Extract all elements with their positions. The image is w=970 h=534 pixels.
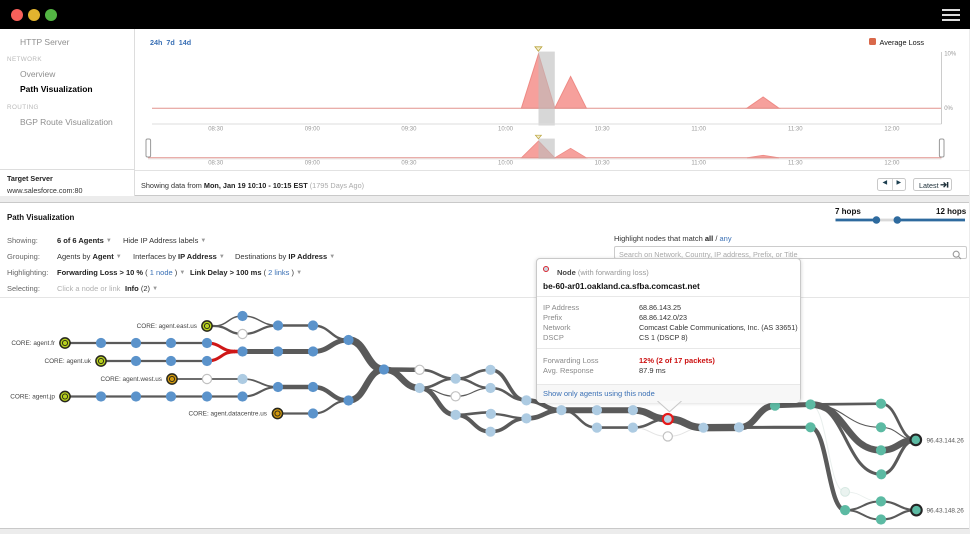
svg-text:11:00: 11:00 <box>691 161 706 167</box>
svg-text:10:30: 10:30 <box>595 127 611 133</box>
svg-text:08:30: 08:30 <box>208 161 224 167</box>
svg-text:0%: 0% <box>944 106 953 112</box>
svg-text:CORE: agent.jp: CORE: agent.jp <box>10 394 55 401</box>
svg-text:CORE: agent.fr: CORE: agent.fr <box>11 340 56 347</box>
svg-text:12:00: 12:00 <box>884 127 900 133</box>
svg-text:10%: 10% <box>944 51 957 57</box>
svg-text:09:30: 09:30 <box>401 161 417 167</box>
svg-text:10:30: 10:30 <box>595 161 611 167</box>
svg-text:10:00: 10:00 <box>498 161 514 167</box>
svg-text:CORE: agent.datacentre.us: CORE: agent.datacentre.us <box>188 411 267 418</box>
svg-text:09:00: 09:00 <box>305 161 321 167</box>
svg-text:09:00: 09:00 <box>305 127 321 133</box>
svg-text:11:00: 11:00 <box>691 127 706 133</box>
svg-text:CORE: agent.uk: CORE: agent.uk <box>44 358 91 365</box>
svg-text:CORE: agent.west.us: CORE: agent.west.us <box>101 376 162 383</box>
svg-text:96.43.148.26: 96.43.148.26 <box>927 508 965 515</box>
svg-text:08:30: 08:30 <box>208 127 224 133</box>
svg-text:10:00: 10:00 <box>498 127 514 133</box>
svg-text:12:00: 12:00 <box>884 161 900 167</box>
svg-text:CORE: agent.east.us: CORE: agent.east.us <box>137 323 197 330</box>
svg-text:09:30: 09:30 <box>401 127 417 133</box>
svg-text:11:30: 11:30 <box>788 161 803 167</box>
svg-text:11:30: 11:30 <box>788 127 803 133</box>
svg-text:96.43.144.26: 96.43.144.26 <box>927 437 965 444</box>
